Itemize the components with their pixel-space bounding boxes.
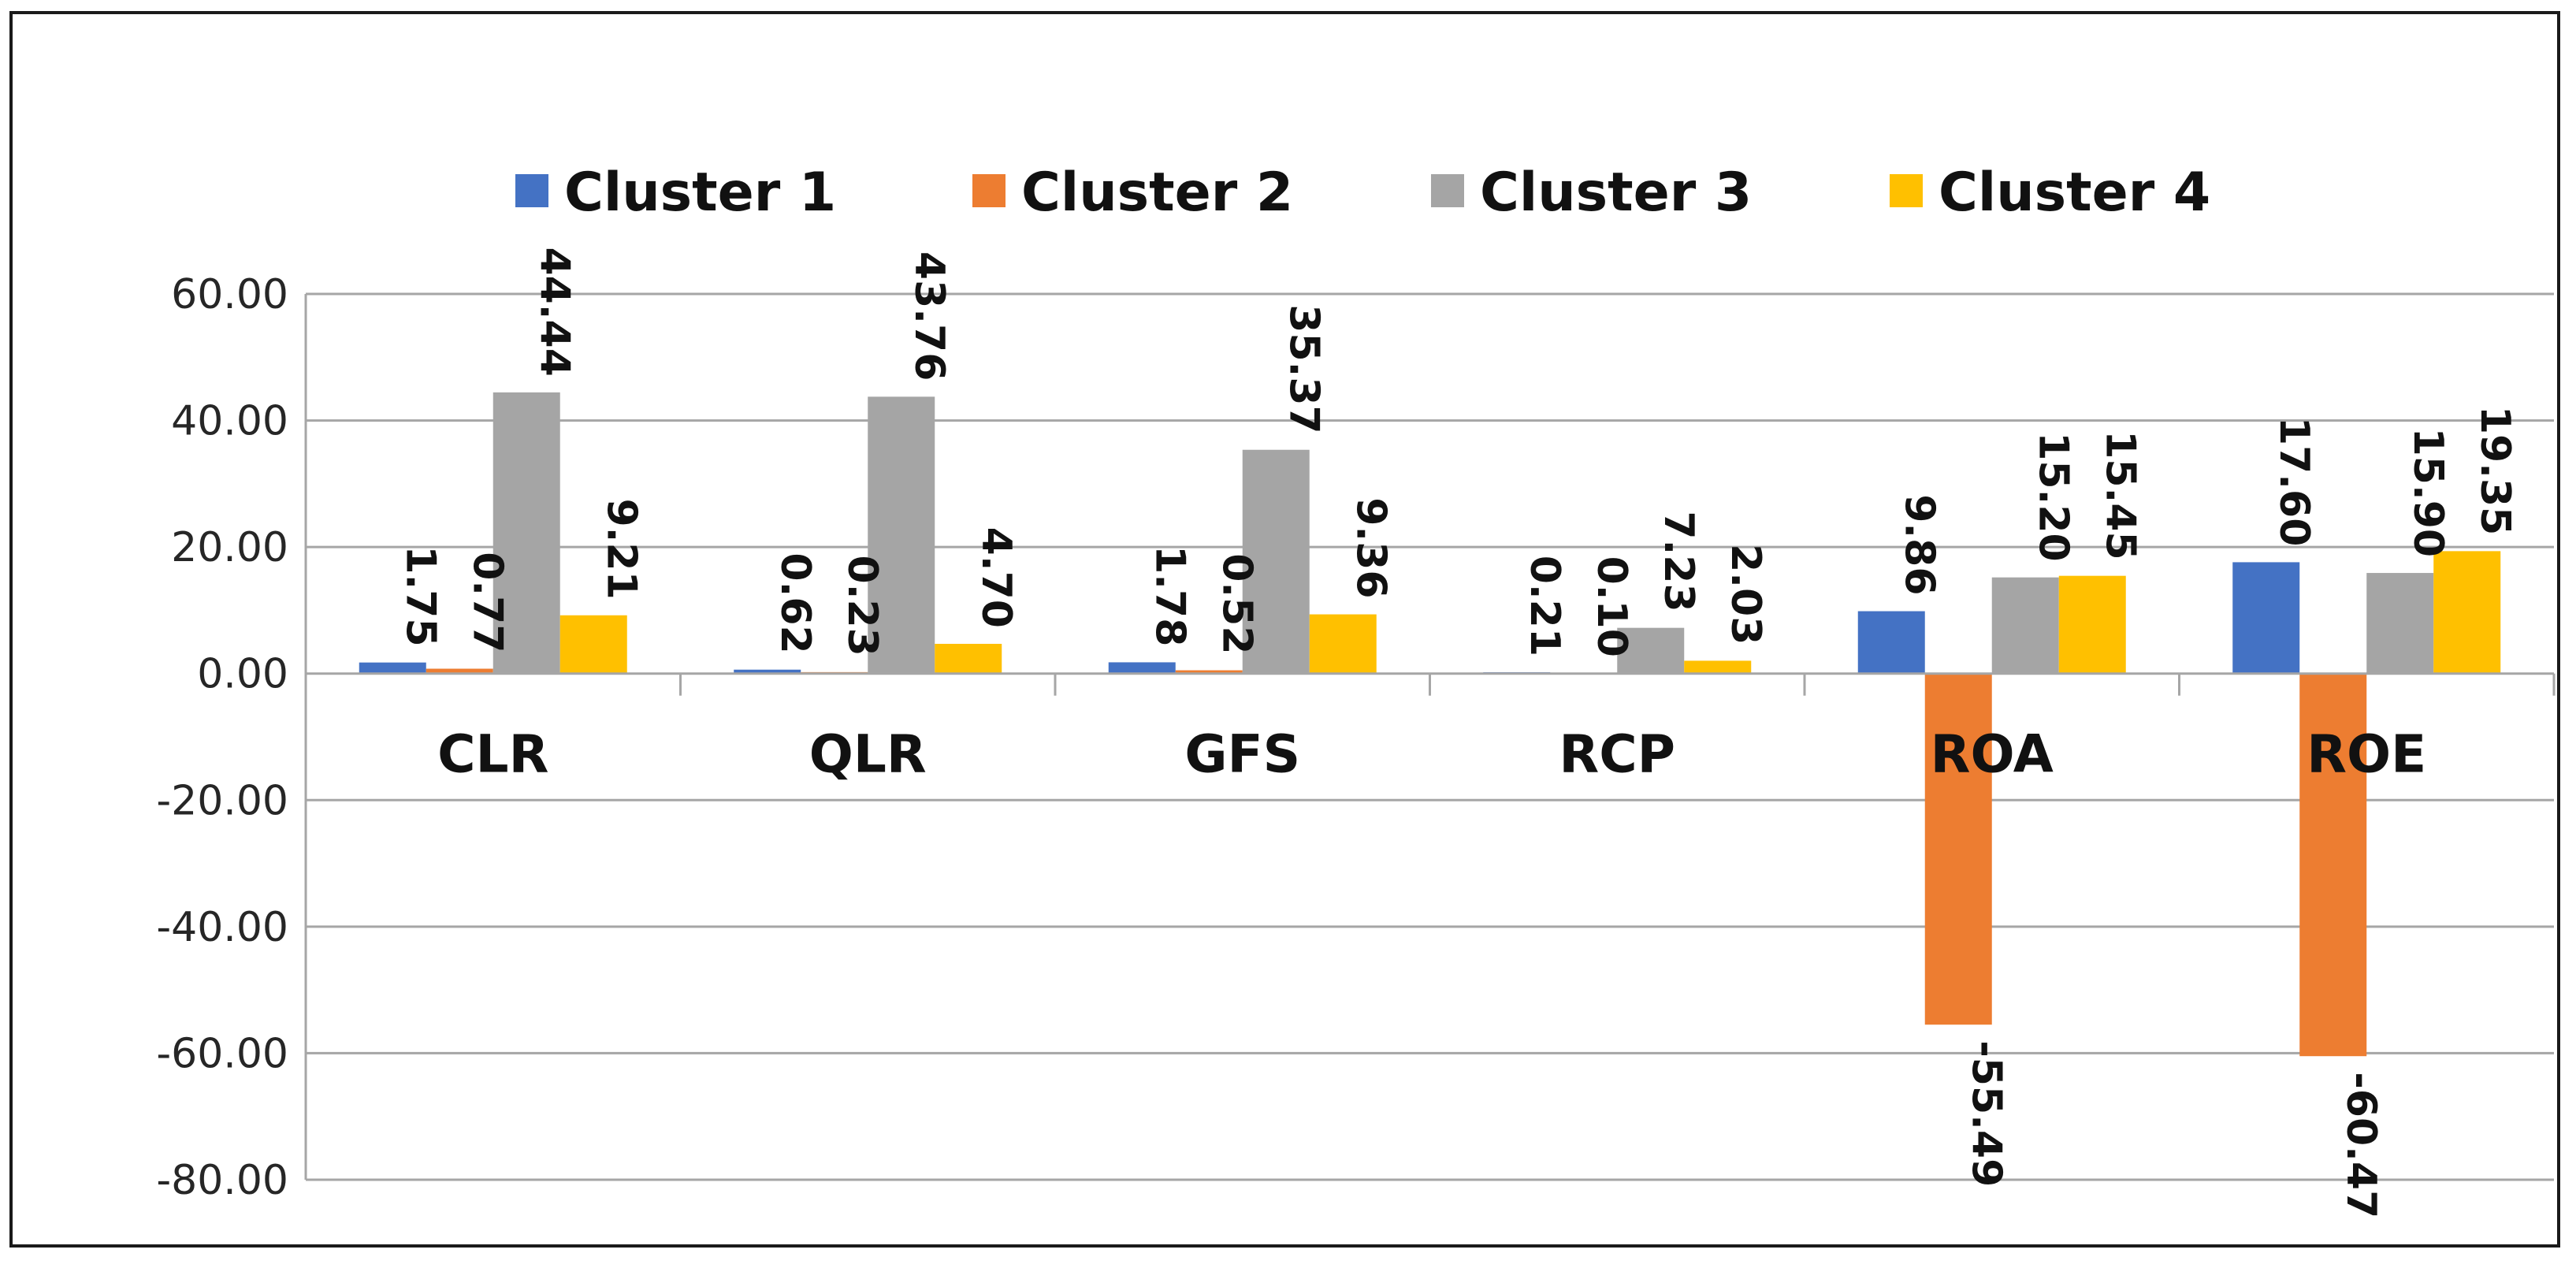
data-label-roe-cluster-4: 19.35 bbox=[2471, 406, 2518, 535]
data-label-roa-cluster-4: 15.45 bbox=[2096, 430, 2143, 560]
category-label-clr: CLR bbox=[437, 724, 548, 785]
y-tick-label: 0.00 bbox=[197, 651, 288, 698]
bar-roa-cluster-2 bbox=[1924, 673, 1992, 1025]
y-tick-label: -60.00 bbox=[156, 1030, 288, 1077]
data-label-clr-cluster-1: 1.75 bbox=[396, 545, 444, 646]
bar-gfs-cluster-2 bbox=[1175, 670, 1243, 674]
bar-chart: 60.00 40.00 20.00 0.00 -20.00 -40.00 -60.00 -80… bbox=[156, 162, 2556, 1218]
bar-roe-cluster-2 bbox=[2299, 673, 2367, 1057]
data-label-roe-cluster-3: 15.90 bbox=[2404, 428, 2451, 557]
data-label-qlr-cluster-4: 4.70 bbox=[972, 527, 1020, 628]
data-label-rcp-cluster-2: 0.10 bbox=[1588, 556, 1635, 657]
data-label-rcp-cluster-4: 2.03 bbox=[1722, 544, 1769, 645]
data-label-gfs-cluster-2: 0.52 bbox=[1213, 553, 1260, 654]
data-label-roa-cluster-1: 9.86 bbox=[1895, 494, 1942, 595]
legend-swatch-cluster-3 bbox=[1431, 174, 1464, 207]
bar-clr-cluster-1 bbox=[359, 662, 426, 674]
category-label-rcp: RCP bbox=[1559, 724, 1675, 785]
y-tick-label: 60.00 bbox=[171, 271, 288, 318]
legend: Cluster 1 Cluster 2 Cluster 3 Cluster 4 bbox=[515, 162, 2210, 224]
category-label-roe: ROE bbox=[2307, 724, 2426, 785]
bar-roe-cluster-4 bbox=[2433, 551, 2501, 674]
bar-qlr-cluster-4 bbox=[935, 643, 1002, 674]
bar-rcp-cluster-4 bbox=[1684, 660, 1752, 674]
bar-roa-cluster-4 bbox=[2058, 575, 2126, 674]
legend-label-cluster-4: Cluster 4 bbox=[1939, 162, 2210, 224]
bar-gfs-cluster-1 bbox=[1108, 662, 1176, 674]
y-tick-label: 40.00 bbox=[171, 398, 288, 445]
y-tick-label: -20.00 bbox=[156, 777, 288, 824]
category-label-roa: ROA bbox=[1931, 724, 2054, 785]
legend-label-cluster-3: Cluster 3 bbox=[1480, 162, 1752, 224]
bar-rcp-cluster-3 bbox=[1617, 627, 1685, 674]
legend-swatch-cluster-1 bbox=[515, 174, 548, 207]
bar-clr-cluster-3 bbox=[493, 392, 560, 674]
y-tick-label: -80.00 bbox=[156, 1157, 288, 1204]
data-label-roa-cluster-3: 15.20 bbox=[2029, 432, 2076, 561]
data-label-qlr-cluster-3: 43.76 bbox=[905, 251, 953, 381]
category-label-gfs: GFS bbox=[1184, 724, 1300, 785]
bar-clr-cluster-4 bbox=[559, 615, 627, 674]
bar-roa-cluster-1 bbox=[1857, 611, 1925, 674]
bar-roe-cluster-1 bbox=[2232, 562, 2300, 674]
data-label-rcp-cluster-1: 0.21 bbox=[1521, 556, 1568, 656]
bar-roe-cluster-3 bbox=[2366, 573, 2434, 674]
y-tick-label: 20.00 bbox=[171, 524, 288, 571]
bar-qlr-cluster-1 bbox=[734, 669, 801, 674]
axes: 60.00 40.00 20.00 0.00 -20.00 -40.00 -60.00 -80… bbox=[156, 271, 2556, 1204]
y-tick-label: -40.00 bbox=[156, 904, 288, 951]
data-label-roa-cluster-2: -55.49 bbox=[1962, 1040, 2009, 1187]
data-label-roe-cluster-1: 17.60 bbox=[2270, 417, 2318, 546]
data-label-rcp-cluster-3: 7.23 bbox=[1655, 511, 1702, 612]
data-label-roe-cluster-2: -60.47 bbox=[2337, 1072, 2385, 1218]
legend-swatch-cluster-4 bbox=[1890, 174, 1923, 207]
data-label-gfs-cluster-1: 1.78 bbox=[1146, 545, 1193, 646]
category-label-qlr: QLR bbox=[809, 724, 927, 785]
data-label-qlr-cluster-2: 0.23 bbox=[838, 556, 886, 656]
legend-label-cluster-2: Cluster 2 bbox=[1021, 162, 1293, 224]
bar-gfs-cluster-3 bbox=[1242, 449, 1310, 674]
data-label-clr-cluster-3: 44.44 bbox=[530, 247, 578, 376]
data-label-gfs-cluster-4: 9.36 bbox=[1347, 497, 1394, 598]
bar-roa-cluster-3 bbox=[1991, 577, 2059, 674]
data-label-gfs-cluster-3: 35.37 bbox=[1280, 304, 1327, 433]
data-labels: 1.75 0.77 44.44 9.21 CLR 0.62 0.23 43.76 4.70 QLR… bbox=[396, 247, 2518, 1218]
bar-qlr-cluster-3 bbox=[868, 396, 935, 674]
chart-frame: 60.00 40.00 20.00 0.00 -20.00 -40.00 -60.00 -80… bbox=[9, 11, 2560, 1248]
legend-swatch-cluster-2 bbox=[972, 174, 1005, 207]
bar-gfs-cluster-4 bbox=[1309, 614, 1377, 674]
bars bbox=[359, 392, 2501, 1057]
legend-label-cluster-1: Cluster 1 bbox=[564, 162, 836, 224]
gridlines bbox=[306, 292, 2554, 1181]
data-label-clr-cluster-4: 9.21 bbox=[597, 498, 645, 599]
data-label-clr-cluster-2: 0.77 bbox=[463, 552, 511, 653]
bar-clr-cluster-2 bbox=[426, 668, 493, 674]
data-label-qlr-cluster-1: 0.62 bbox=[771, 552, 819, 653]
